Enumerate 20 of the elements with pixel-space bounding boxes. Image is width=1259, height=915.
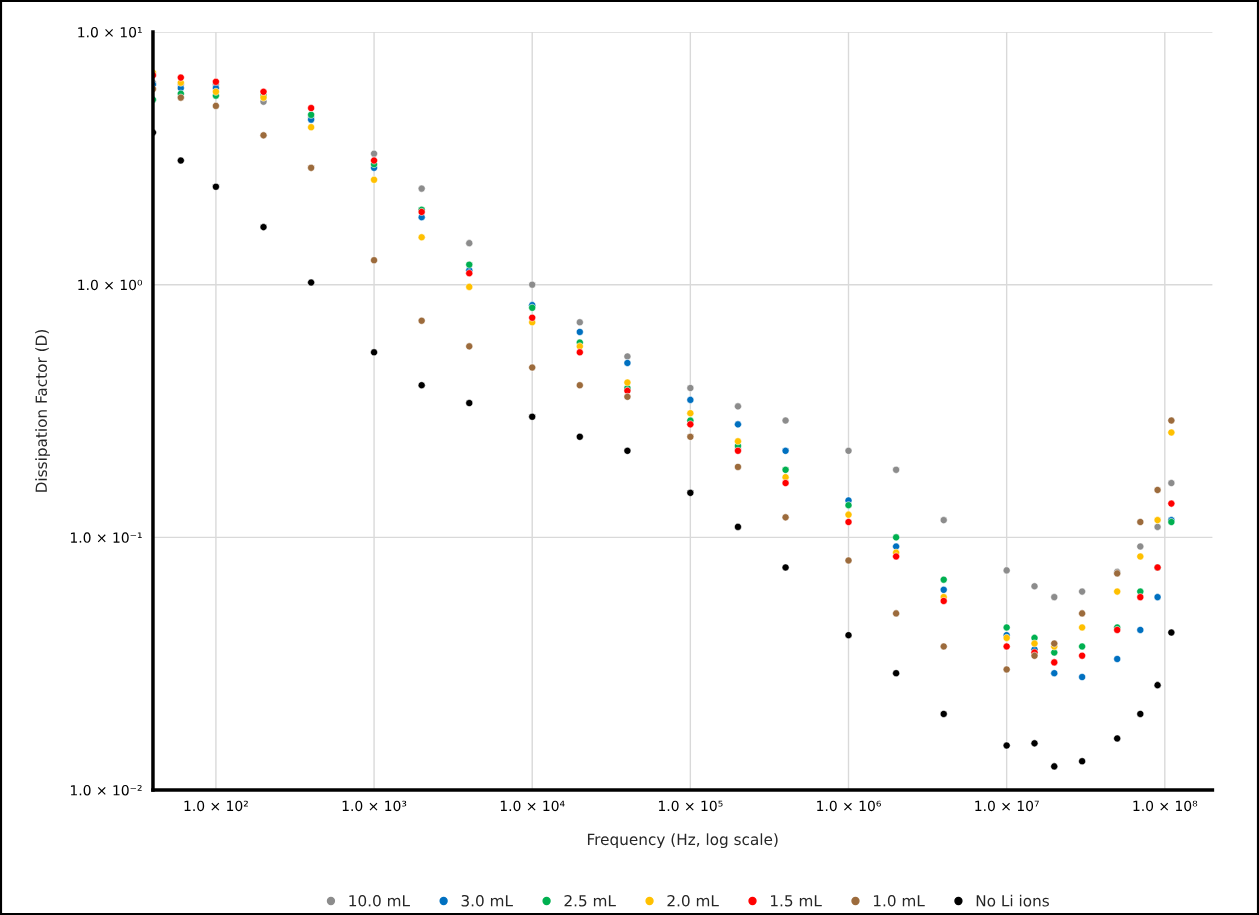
x-tick-label: 1.0 × 10⁵: [658, 800, 723, 812]
x-tick-label: 1.0 × 10⁴: [500, 800, 565, 812]
legend-label: No Li ions: [976, 894, 1049, 907]
y-tick-label: 1.0 × 10⁰: [78, 279, 143, 291]
legend-label: 2.0 mL: [667, 894, 719, 907]
y-tick-label: 1.0 × 10¹: [78, 26, 142, 38]
x-tick-label: 1.0 × 10³: [342, 800, 407, 812]
legend-label: 10.0 mL: [349, 894, 410, 907]
legend-label: 3.0 mL: [461, 894, 513, 907]
x-tick-label: 1.0 × 10⁷: [975, 800, 1039, 812]
x-tick-label: 1.0 × 10⁶: [817, 800, 881, 812]
y-axis-title: Dissipation Factor (D): [35, 329, 50, 492]
legend-label: 1.5 mL: [771, 895, 822, 907]
x-tick-label: 1.0 × 10⁸: [1133, 800, 1198, 812]
legend-label: 2.5 mL: [564, 894, 616, 907]
x-axis-title: Frequency (Hz, log scale): [587, 833, 778, 849]
legend-label: 1.0 mL: [873, 894, 925, 907]
y-tick-label: 1.0 × 10⁻²: [70, 784, 142, 796]
y-tick-label: 1.0 × 10⁻¹: [70, 532, 142, 543]
x-tick-label: 1.0 × 10²: [184, 800, 248, 812]
